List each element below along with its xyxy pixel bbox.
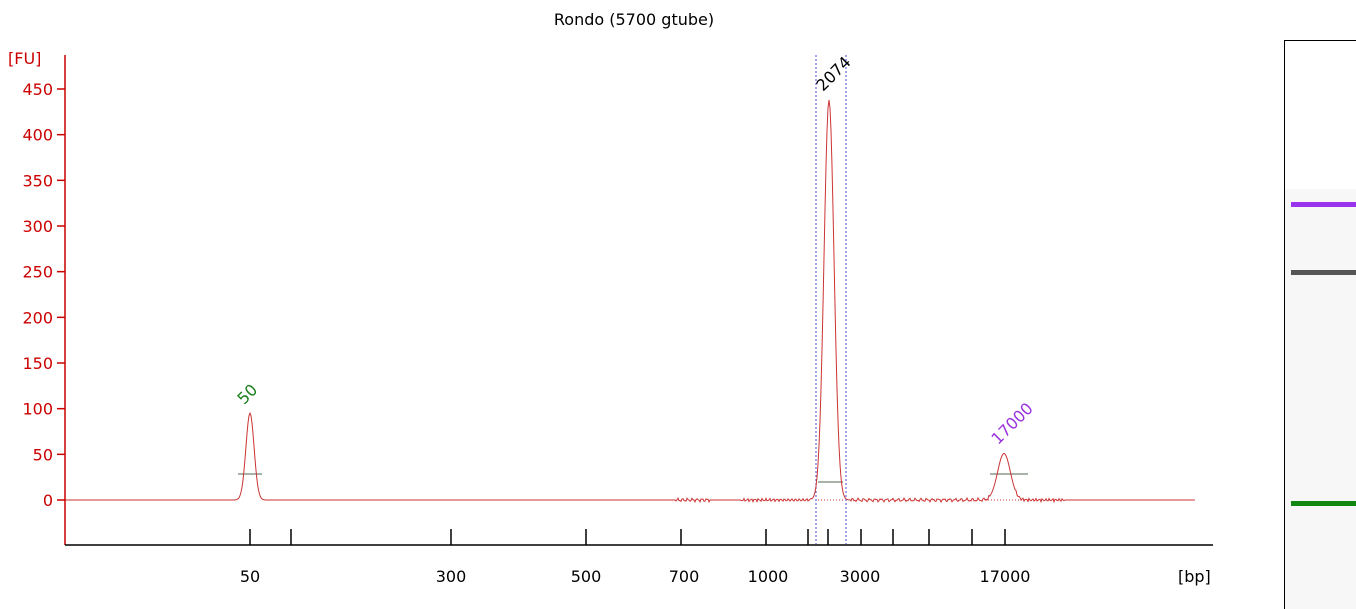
peak-label-50: 50 — [233, 380, 261, 408]
fluorescence-trace — [65, 99, 1195, 504]
x-tick-label: 1000 — [748, 567, 789, 586]
gel-top-background — [1285, 41, 1356, 189]
x-tick-label: 50 — [240, 567, 260, 586]
y-tick-label: 150 — [22, 354, 53, 373]
y-tick-label: 300 — [22, 217, 53, 236]
y-tick-label: 250 — [22, 263, 53, 282]
gel-image — [1284, 40, 1356, 609]
x-tick-label: 17000 — [980, 567, 1031, 586]
y-tick-label: 450 — [22, 80, 53, 99]
peak-label-2074: 2074 — [812, 53, 854, 95]
y-tick-label: 0 — [43, 491, 53, 510]
y-axis: 0 50 100 150 200 250 300 350 400 450 — [22, 55, 66, 545]
gel-band-upper-marker — [1291, 202, 1356, 207]
x-axis: 50 300 500 700 1000 3000 17000 — [65, 529, 1213, 586]
chart-title: Rondo (5700 gtube) — [554, 10, 714, 29]
electropherogram-chart: Rondo (5700 gtube) [FU] [bp] 0 50 100 150 20… — [8, 10, 1213, 586]
y-tick-label: 200 — [22, 308, 53, 327]
region-marker-lines — [815, 55, 847, 544]
peak-labels: 50 2074 17000 — [233, 53, 1036, 449]
x-tick-label: 300 — [436, 567, 467, 586]
y-tick-label: 50 — [33, 445, 53, 464]
gel-band-sample — [1291, 270, 1356, 275]
y-axis-label: [FU] — [8, 49, 41, 68]
baselines — [238, 473, 1030, 501]
x-ticks: 50 300 500 700 1000 3000 17000 — [240, 529, 1031, 586]
x-tick-label: 500 — [571, 567, 602, 586]
gel-band-lower-marker — [1291, 501, 1356, 506]
y-tick-label: 400 — [22, 126, 53, 145]
x-axis-label: [bp] — [1178, 567, 1211, 586]
x-tick-label: 700 — [669, 567, 700, 586]
y-tick-label: 100 — [22, 400, 53, 419]
y-ticks: 0 50 100 150 200 250 300 350 400 450 — [22, 80, 65, 510]
x-tick-label: 3000 — [840, 567, 881, 586]
peak-label-17000: 17000 — [987, 399, 1036, 448]
y-tick-label: 350 — [22, 171, 53, 190]
